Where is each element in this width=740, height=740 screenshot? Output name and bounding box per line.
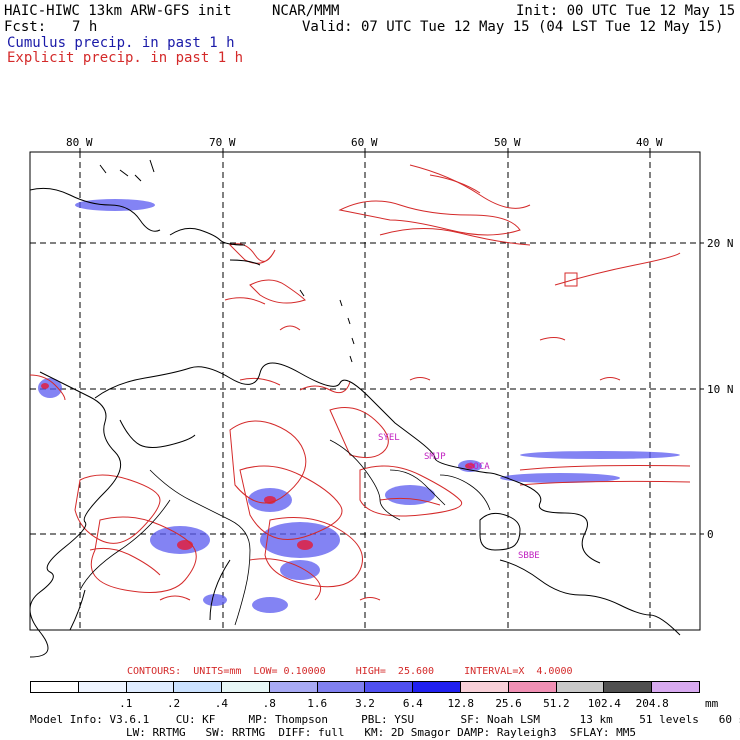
station-sbbe: SBBE [518,551,540,561]
axis-ticks [79,148,704,535]
colorbar-swatch [508,682,557,692]
colorbar-label: 204.8 [635,697,669,710]
colorbar-swatch [31,682,79,692]
colorbar-swatch [652,682,699,692]
colorbar-swatch [413,682,462,692]
lon-label-80w: 80 W [66,136,93,149]
colorbar-swatch [222,682,270,692]
station-smjp: SMJP [424,452,446,462]
lat-lon-grid [30,152,700,630]
organization-label: NCAR/MMM [272,3,340,19]
explicit-precip-contours [29,164,691,601]
map-frame [29,151,701,631]
colorbar-label: .4 [214,697,229,710]
country-borders [79,439,491,626]
colorbar-swatch [269,682,318,692]
colorbar-swatch [556,682,605,692]
explicit-legend: Explicit precip. in past 1 h [7,50,244,66]
colorbar-swatch [604,682,653,692]
colorbar-label: 51.2 [543,697,570,710]
lon-label-50w: 50 W [494,136,521,149]
lon-label-40w: 40 W [636,136,663,149]
colorbar-label: 1.6 [307,697,328,710]
colorbar-swatch [317,682,366,692]
lat-label-20n: 20 N [707,237,734,250]
lat-label-0: 0 [707,528,714,541]
forecast-label: Fcst: [4,19,47,35]
forecast-hours: 7 h [72,19,98,35]
lon-label-70w: 70 W [209,136,236,149]
colorbar-label: 6.4 [402,697,423,710]
colorbar-label: 102.4 [587,697,621,710]
init-time: Init: 00 UTC Tue 12 May 15 [516,3,736,19]
colorbar-label: .2 [166,697,181,710]
station-soca: SOCA [468,462,490,472]
colorbar-label: 12.8 [447,697,474,710]
colorbar-swatch [461,682,509,692]
colorbar-label: 3.2 [355,697,375,710]
colorbar-unit: mm [705,697,719,710]
model-info-line1: Model Info: V3.6.1 CU: KF MP: Thompson P… [30,713,740,726]
valid-time: Valid: 07 UTC Tue 12 May 15 (04 LST Tue … [302,19,724,35]
colorbar-swatch [365,682,414,692]
coastlines [29,159,681,658]
precip-colorbar [30,681,700,693]
lon-label-60w: 60 W [351,136,378,149]
colorbar-label: .8 [262,697,276,710]
colorbar-swatch [126,682,175,692]
colorbar-label: .1 [119,697,133,710]
colorbar-swatch [174,682,223,692]
station-syel: SYEL [378,433,400,443]
colorbar-label: 25.6 [495,697,522,710]
model-title: HAIC-HIWC 13km ARW-GFS init [4,3,232,19]
cumulus-legend: Cumulus precip. in past 1 h [7,35,235,51]
model-info-line2: LW: RRTMG SW: RRTMG DIFF: full KM: 2D Sm… [126,726,636,739]
lat-label-10n: 10 N [707,383,734,396]
contour-info: CONTOURS: UNITS=mm LOW= 0.10000 HIGH= 25… [127,666,573,677]
colorbar-swatch [78,682,127,692]
